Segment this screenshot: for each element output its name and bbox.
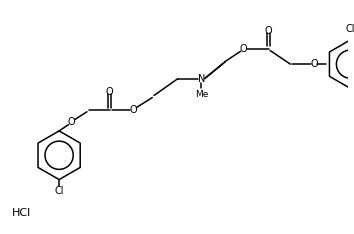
- Text: N: N: [198, 74, 205, 84]
- Text: Cl: Cl: [346, 24, 354, 34]
- Text: Me: Me: [195, 90, 208, 99]
- Text: Cl: Cl: [55, 186, 64, 196]
- Text: HCl: HCl: [12, 208, 32, 218]
- Text: O: O: [240, 44, 247, 54]
- Text: O: O: [265, 26, 273, 36]
- Text: O: O: [68, 117, 75, 127]
- Text: O: O: [106, 87, 113, 97]
- Text: O: O: [310, 59, 318, 69]
- Text: O: O: [129, 105, 137, 115]
